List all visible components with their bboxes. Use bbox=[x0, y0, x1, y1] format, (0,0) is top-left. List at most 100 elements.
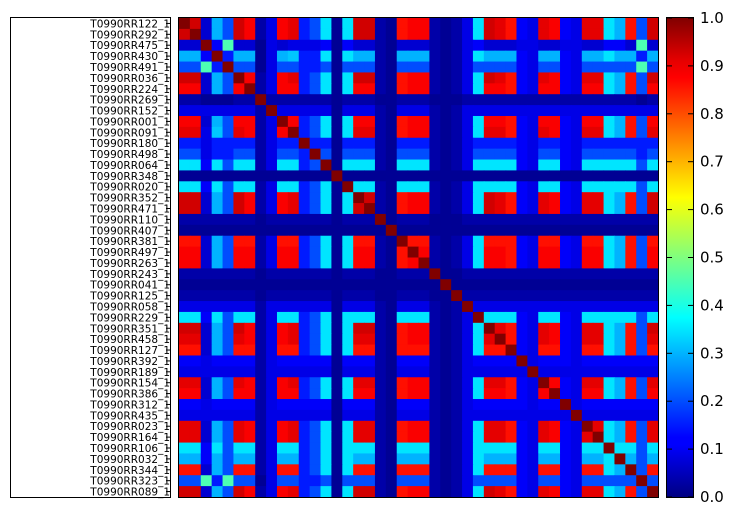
heatmap-cell bbox=[211, 257, 224, 269]
heatmap-cell bbox=[320, 203, 333, 215]
heatmap-cell bbox=[625, 279, 637, 291]
heatmap-cell bbox=[276, 126, 289, 139]
heatmap-cell bbox=[353, 257, 365, 269]
heatmap-cell bbox=[276, 257, 289, 269]
heatmap-cell bbox=[472, 83, 485, 95]
heatmap-cell bbox=[494, 148, 507, 161]
heatmap-cell bbox=[298, 61, 311, 74]
heatmap-cell bbox=[560, 72, 572, 84]
heatmap-cell bbox=[625, 115, 637, 128]
heatmap-cell bbox=[451, 115, 463, 128]
heatmap-cell bbox=[179, 442, 191, 455]
heatmap-cell bbox=[505, 431, 518, 444]
heatmap-cell bbox=[189, 322, 202, 335]
heatmap-cell bbox=[244, 388, 256, 400]
heatmap-cell bbox=[189, 431, 202, 444]
heatmap-cell bbox=[298, 420, 311, 433]
heatmap-cell bbox=[516, 126, 528, 139]
heatmap-cell bbox=[222, 355, 235, 367]
heatmap-cell bbox=[287, 431, 300, 444]
heatmap-cell bbox=[364, 388, 376, 400]
heatmap-cell bbox=[266, 235, 278, 248]
heatmap-cell bbox=[483, 213, 496, 226]
heatmap-cell bbox=[472, 311, 485, 324]
heatmap-cell bbox=[429, 18, 441, 30]
heatmap-cell bbox=[592, 464, 605, 476]
heatmap-cell bbox=[364, 377, 376, 389]
heatmap-cell bbox=[364, 126, 376, 139]
heatmap-cell bbox=[592, 148, 605, 161]
heatmap-cell bbox=[418, 333, 430, 346]
heatmap-cell bbox=[309, 442, 322, 455]
heatmap-cell bbox=[625, 28, 637, 41]
heatmap-cell bbox=[298, 453, 311, 465]
heatmap-cell bbox=[560, 39, 572, 52]
row-label: T0990RR269_1 bbox=[89, 95, 170, 107]
heatmap-cell bbox=[494, 464, 507, 476]
heatmap-cell bbox=[331, 388, 343, 400]
heatmap-cell bbox=[472, 453, 485, 465]
heatmap-cell bbox=[440, 268, 452, 280]
heatmap-cell bbox=[266, 94, 278, 106]
heatmap-cell bbox=[374, 464, 387, 476]
heatmap-cell bbox=[472, 39, 485, 52]
heatmap-cell bbox=[625, 377, 637, 389]
heatmap-cell bbox=[549, 72, 561, 84]
heatmap-cell bbox=[560, 159, 572, 172]
row-label: T0990RR106_1 bbox=[89, 443, 170, 455]
heatmap-cell bbox=[364, 39, 376, 52]
heatmap-cell bbox=[222, 137, 235, 150]
heatmap-cell bbox=[527, 475, 539, 487]
heatmap-cell bbox=[342, 105, 354, 117]
heatmap-cell bbox=[309, 83, 322, 95]
heatmap-cell bbox=[266, 355, 278, 367]
heatmap-cell bbox=[472, 257, 485, 269]
heatmap-cell bbox=[276, 94, 289, 106]
heatmap-cell bbox=[429, 290, 441, 302]
heatmap-cell bbox=[538, 431, 550, 444]
heatmap-cell bbox=[364, 431, 376, 444]
heatmap-cell bbox=[222, 322, 235, 335]
heatmap-cell bbox=[527, 203, 539, 215]
heatmap-cell bbox=[244, 72, 256, 84]
heatmap-cell bbox=[647, 453, 659, 465]
heatmap-cell bbox=[560, 442, 572, 455]
heatmap-cell bbox=[570, 290, 583, 302]
heatmap-cell bbox=[396, 159, 409, 172]
heatmap-cell bbox=[342, 148, 354, 161]
heatmap-cell bbox=[592, 475, 605, 487]
heatmap-cell bbox=[636, 115, 648, 128]
heatmap-cell bbox=[483, 137, 496, 150]
heatmap-cell bbox=[549, 409, 561, 422]
heatmap-cell bbox=[287, 301, 300, 313]
heatmap-cell bbox=[233, 83, 245, 95]
heatmap-cell bbox=[385, 192, 398, 204]
heatmap-cell bbox=[244, 322, 256, 335]
heatmap-cell bbox=[636, 311, 648, 324]
heatmap-cell bbox=[614, 115, 626, 128]
heatmap-cell bbox=[527, 279, 539, 291]
heatmap-cell bbox=[200, 246, 213, 259]
heatmap-cell bbox=[603, 224, 616, 237]
heatmap-cell bbox=[287, 290, 300, 302]
heatmap-cell bbox=[287, 486, 300, 498]
heatmap-cell bbox=[527, 148, 539, 161]
heatmap-cell bbox=[211, 475, 224, 487]
heatmap-cell bbox=[614, 399, 626, 411]
heatmap-cell bbox=[505, 290, 518, 302]
heatmap-cell bbox=[647, 290, 659, 302]
heatmap-cell bbox=[353, 301, 365, 313]
heatmap-cell bbox=[276, 311, 289, 324]
heatmap-cell bbox=[396, 28, 409, 41]
heatmap-cell bbox=[494, 322, 507, 335]
heatmap-cell bbox=[440, 213, 452, 226]
heatmap-cell bbox=[505, 475, 518, 487]
heatmap-cell bbox=[407, 72, 420, 84]
heatmap-cell bbox=[451, 83, 463, 95]
heatmap-cell bbox=[462, 464, 474, 476]
heatmap-cell bbox=[527, 83, 539, 95]
heatmap-cell bbox=[342, 257, 354, 269]
heatmap-cell bbox=[266, 388, 278, 400]
heatmap-cell bbox=[516, 366, 528, 378]
heatmap-cell bbox=[298, 333, 311, 346]
